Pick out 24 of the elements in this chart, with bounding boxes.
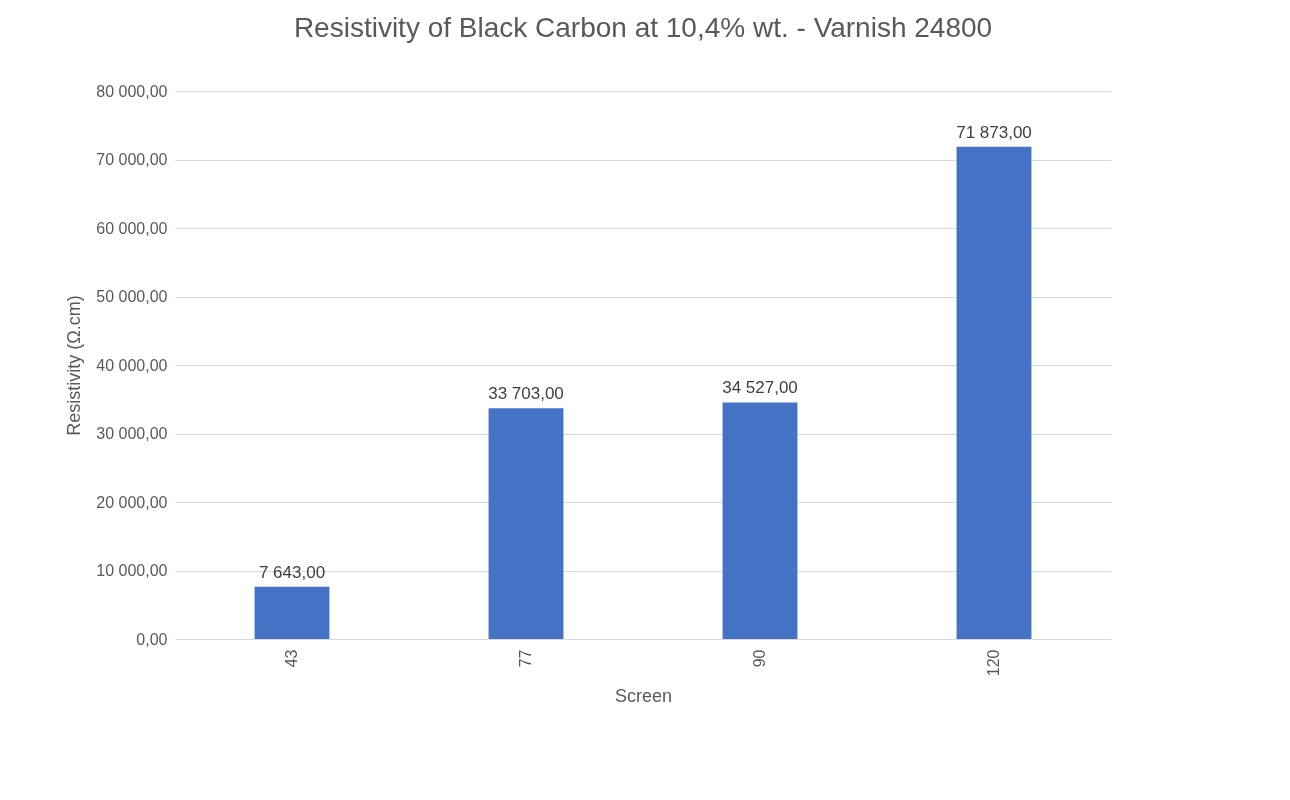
y-tick-label: 20 000,00 xyxy=(96,493,168,511)
x-tick-label: 120 xyxy=(985,649,1002,677)
y-tick-label: 30 000,00 xyxy=(96,425,168,442)
x-tick-label: 77 xyxy=(517,649,534,668)
chart-title: Resistivity of Black Carbon at 10,4% wt. - Varnish 24800 xyxy=(293,12,993,43)
y-tick-label: 0,00 xyxy=(136,630,168,648)
x-tick-label: 90 xyxy=(751,649,768,668)
y-tick-label: 40 000,00 xyxy=(96,356,168,374)
y-tick-label: 50 000,00 xyxy=(96,288,168,305)
bar xyxy=(722,402,798,639)
bar xyxy=(956,146,1032,639)
data-label: 34 527,00 xyxy=(722,378,798,398)
data-label: 33 703,00 xyxy=(488,384,564,404)
y-tick-label: 70 000,00 xyxy=(96,151,168,168)
x-tick-label: 43 xyxy=(283,649,300,668)
data-label: 7 643,00 xyxy=(258,562,326,582)
data-label: 71 873,00 xyxy=(956,122,1032,142)
y-tick-label: 80 000,00 xyxy=(96,82,168,100)
bar xyxy=(488,408,564,639)
x-axis-title: Screen xyxy=(614,686,673,707)
y-axis-title: Resistivity (Ω.cm) xyxy=(64,295,85,436)
y-tick-label: 10 000,00 xyxy=(96,562,168,579)
y-tick-label: 60 000,00 xyxy=(96,219,168,237)
bar xyxy=(254,586,330,639)
